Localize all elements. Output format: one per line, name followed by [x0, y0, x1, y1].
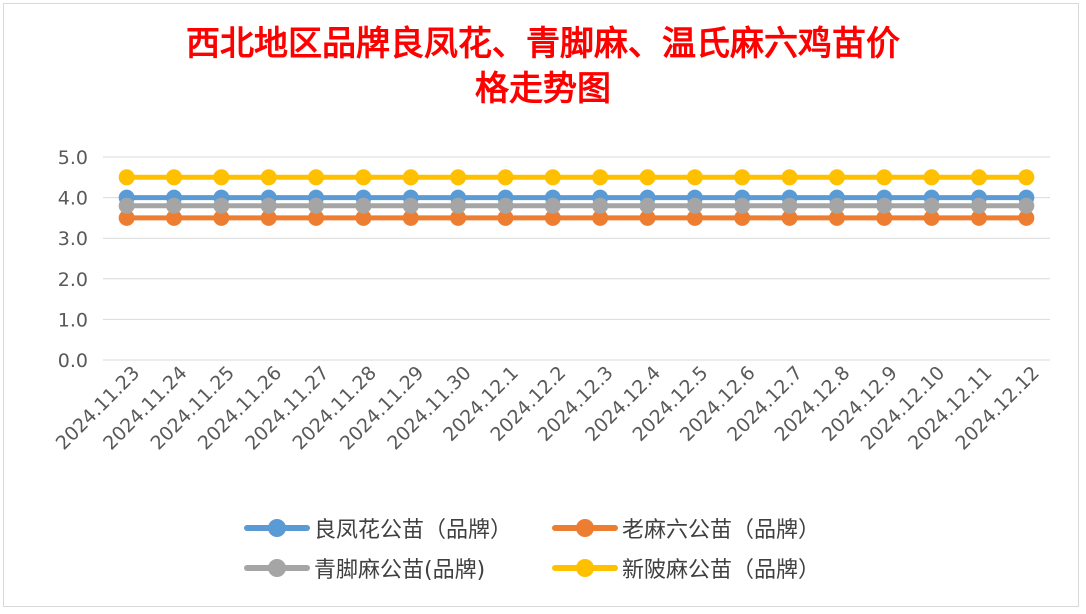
data-point	[260, 197, 277, 214]
legend-label-2: 老麻六公苗（品牌）	[622, 518, 821, 543]
data-point	[686, 209, 703, 226]
legend-item-series-1: 良凤花公苗（品牌）	[244, 513, 512, 543]
legend-swatch-3	[244, 553, 310, 583]
y-axis-ticks: 0.0 1.0 2.0 3.0 4.0 5.0	[58, 147, 88, 372]
y-tick-label: 5.0	[58, 147, 88, 169]
data-point	[118, 197, 135, 214]
data-point	[876, 169, 893, 186]
plot-series	[118, 169, 1035, 226]
data-point	[781, 209, 798, 226]
data-point	[402, 169, 419, 186]
data-point	[734, 169, 751, 186]
legend-label-4: 新陂麻公苗（品牌）	[622, 558, 821, 583]
data-point	[592, 209, 609, 226]
data-point	[923, 197, 940, 214]
data-point	[686, 197, 703, 214]
data-point	[308, 169, 325, 186]
data-point	[639, 209, 656, 226]
y-tick-label: 3.0	[58, 228, 88, 250]
legend: 良凤花公苗（品牌） 老麻六公苗（品牌） 青脚麻公苗(品牌) 新陂麻公苗（品牌）	[244, 510, 864, 590]
data-point	[213, 169, 230, 186]
data-point	[308, 209, 325, 226]
data-point	[118, 169, 135, 186]
data-point	[639, 169, 656, 186]
data-point	[402, 209, 419, 226]
legend-swatch-4	[552, 553, 618, 583]
y-tick-label: 0.0	[58, 350, 88, 372]
legend-item-series-2: 老麻六公苗（品牌）	[552, 513, 820, 543]
data-point	[402, 197, 419, 214]
chart-title: 西北地区品牌良凤花、青脚麻、温氏麻六鸡苗价 格走势图	[0, 22, 1086, 112]
data-point	[166, 169, 183, 186]
data-point	[876, 197, 893, 214]
data-point	[1018, 169, 1035, 186]
data-point	[1018, 209, 1035, 226]
data-point	[308, 197, 325, 214]
chart-frame	[3, 3, 1079, 607]
data-point	[828, 197, 845, 214]
data-point	[213, 209, 230, 226]
data-point	[260, 169, 277, 186]
data-point	[450, 209, 467, 226]
data-point	[450, 169, 467, 186]
data-point	[213, 197, 230, 214]
y-tick-label: 4.0	[58, 188, 88, 210]
chart-title-line-2: 格走势图	[475, 69, 611, 109]
x-axis-ticks: 2024.11.232024.11.242024.11.252024.11.26…	[52, 362, 1044, 454]
legend-label-1: 良凤花公苗（品牌）	[314, 518, 513, 543]
data-point	[592, 169, 609, 186]
data-point	[355, 197, 372, 214]
data-point	[544, 169, 561, 186]
data-point	[828, 169, 845, 186]
data-point	[970, 169, 987, 186]
legend-item-series-4: 新陂麻公苗（品牌）	[552, 553, 820, 583]
data-point	[166, 209, 183, 226]
chart-title-line-1: 西北地区品牌良凤花、青脚麻、温氏麻六鸡苗价	[186, 24, 900, 64]
data-point	[734, 197, 751, 214]
data-point	[781, 197, 798, 214]
data-point	[686, 169, 703, 186]
data-point	[923, 169, 940, 186]
gridlines	[103, 156, 1050, 361]
data-point	[544, 209, 561, 226]
data-point	[781, 169, 798, 186]
data-point	[497, 209, 514, 226]
data-point	[970, 209, 987, 226]
data-point	[497, 169, 514, 186]
data-point	[118, 209, 135, 226]
legend-swatch-2	[552, 513, 618, 543]
data-point	[970, 197, 987, 214]
data-point	[734, 209, 751, 226]
y-tick-label: 1.0	[58, 309, 88, 331]
data-point	[592, 197, 609, 214]
data-point	[828, 209, 845, 226]
data-point	[639, 197, 656, 214]
legend-item-series-3: 青脚麻公苗(品牌)	[244, 553, 485, 583]
data-point	[166, 197, 183, 214]
y-tick-label: 2.0	[58, 269, 88, 291]
data-point	[355, 169, 372, 186]
legend-label-3: 青脚麻公苗(品牌)	[314, 558, 486, 583]
data-point	[923, 209, 940, 226]
data-point	[497, 197, 514, 214]
data-point	[260, 209, 277, 226]
legend-swatch-1	[244, 513, 310, 543]
data-point	[544, 197, 561, 214]
data-point	[355, 209, 372, 226]
data-point	[450, 197, 467, 214]
data-point	[1018, 197, 1035, 214]
data-point	[876, 209, 893, 226]
